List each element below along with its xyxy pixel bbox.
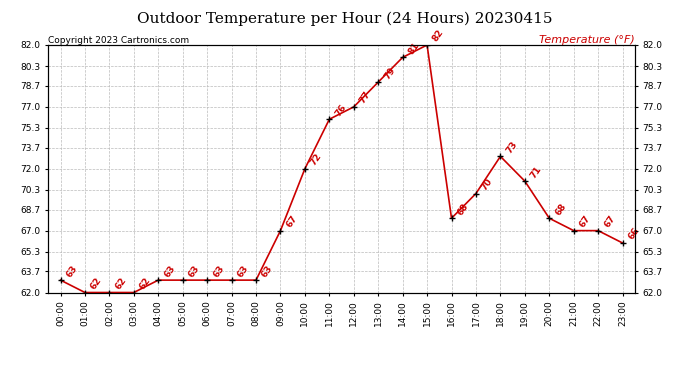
Text: 63: 63 — [211, 263, 226, 279]
Text: 67: 67 — [578, 214, 593, 229]
Text: 62: 62 — [138, 276, 152, 291]
Text: 63: 63 — [236, 263, 250, 279]
Text: Copyright 2023 Cartronics.com: Copyright 2023 Cartronics.com — [48, 36, 190, 45]
Text: 68: 68 — [455, 201, 470, 217]
Text: 63: 63 — [260, 263, 275, 279]
Text: 81: 81 — [407, 40, 422, 56]
Text: 72: 72 — [309, 152, 324, 167]
Text: Temperature (°F): Temperature (°F) — [539, 35, 635, 45]
Text: 63: 63 — [162, 263, 177, 279]
Text: 76: 76 — [333, 102, 348, 118]
Text: 68: 68 — [553, 201, 568, 217]
Text: 67: 67 — [602, 214, 617, 229]
Text: 67: 67 — [284, 214, 299, 229]
Text: Outdoor Temperature per Hour (24 Hours) 20230415: Outdoor Temperature per Hour (24 Hours) … — [137, 11, 553, 26]
Text: 62: 62 — [114, 276, 128, 291]
Text: 71: 71 — [529, 164, 544, 180]
Text: 63: 63 — [65, 263, 79, 279]
Text: 63: 63 — [187, 263, 201, 279]
Text: 66: 66 — [627, 226, 641, 242]
Text: 82: 82 — [431, 28, 446, 44]
Text: 79: 79 — [382, 65, 397, 81]
Text: 62: 62 — [89, 276, 104, 291]
Text: 70: 70 — [480, 177, 495, 192]
Text: 77: 77 — [358, 90, 373, 105]
Text: 73: 73 — [504, 140, 519, 155]
